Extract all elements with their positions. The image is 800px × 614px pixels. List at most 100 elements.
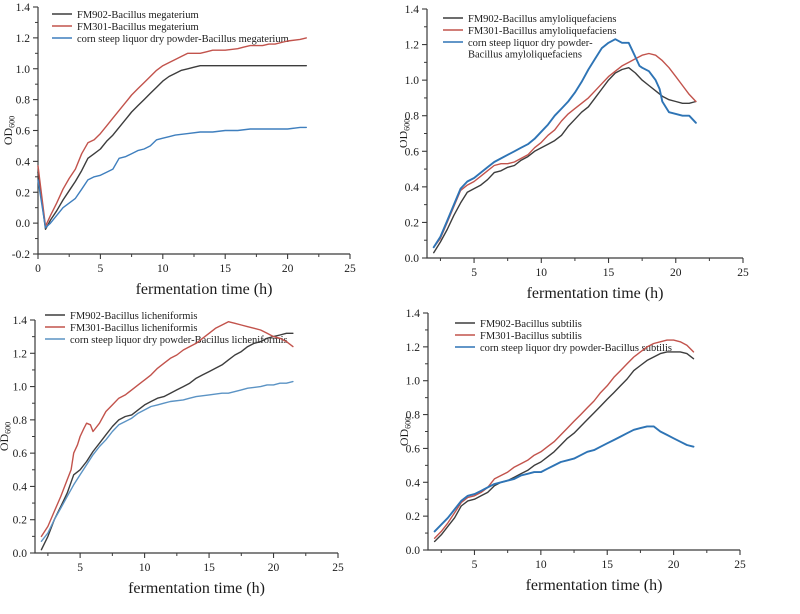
x-tick-label: 5: [77, 562, 83, 574]
series-line-1-bacillus-megaterium: [37, 64, 307, 231]
legend-item-1: FM902-Bacillus amyloliquefaciens: [443, 14, 616, 25]
legend-item-2: FM301-Bacillus amyloliquefaciens: [443, 26, 616, 37]
legend-label: FM902-Bacillus licheniformis: [70, 311, 197, 322]
y-tick-label: 0.2: [16, 187, 31, 199]
y-tick-label: 1.0: [13, 382, 28, 394]
chart-bacillus-subtilis: 5 10 15 20 25 0.0 0.2 0.4 0.6 0.8 1.0 1.2 1.4 ferment…: [400, 308, 746, 594]
y-tick-label: 1.4: [13, 315, 28, 327]
x-tick-label: 5: [471, 267, 477, 279]
y-axis-title: OD600: [400, 417, 413, 446]
y-axis-title: OD600: [1, 116, 17, 145]
legend-label: Bacillus amyloliquefaciens: [468, 50, 582, 61]
x-tick-label: 20: [668, 559, 680, 571]
legend-label: FM301-Bacillus megaterium: [77, 22, 199, 33]
y-axis-title: OD600: [0, 422, 13, 451]
legend-label: FM301-Bacillus licheniformis: [70, 323, 197, 334]
legend-item-1: FM902-Bacillus licheniformis: [45, 311, 197, 322]
y-tick-label: 0.4: [13, 481, 28, 493]
x-tick-label: 15: [603, 267, 615, 279]
chart-bacillus-amyloliquefaciens: 5 10 15 20 25 0.0 0.2 0.4 0.6 0.8 1.0 1.2 1.4 ferment…: [400, 4, 749, 302]
series-line-2-bacillus-subtilis: [433, 339, 695, 539]
x-tick-label: 5: [98, 263, 104, 275]
series-line-3-bacillus-subtilis: [433, 425, 695, 533]
y-tick-label: 0.0: [16, 218, 31, 230]
series-line-1-bacillus-subtilis: [433, 351, 695, 543]
y-tick-label: 0.2: [406, 511, 421, 523]
y-tick-label: 0.8: [16, 95, 31, 107]
x-tick-label: 25: [737, 267, 749, 279]
y-tick-label: 1.4: [406, 308, 421, 320]
x-axis-title: fermentation time (h): [136, 281, 273, 298]
y-axis-title: OD600: [400, 119, 412, 148]
y-tick-label: -0.2: [12, 249, 30, 261]
x-tick-label: 20: [282, 263, 294, 275]
y-tick-label: 0.2: [13, 515, 28, 527]
y-tick-label: 0.8: [13, 415, 28, 427]
legend-label: FM902-Bacillus megaterium: [77, 10, 199, 21]
y-tick-label: 1.2: [405, 40, 420, 52]
x-axis-title: fermentation time (h): [526, 577, 663, 594]
legend: FM902-Bacillus amyloliquefaciensFM301-Ba…: [443, 14, 616, 61]
y-tick-label: 1.4: [405, 4, 420, 16]
y-tick-label: 0.6: [13, 448, 28, 460]
legend-item-3: corn steep liquor dry powder-Bacillus li…: [45, 335, 288, 346]
y-tick-label: 1.2: [13, 348, 28, 360]
series-line-2-bacillus-amyloliquefaciens: [433, 52, 697, 249]
y-tick-label: 1.0: [405, 75, 420, 87]
x-tick-label: 10: [536, 267, 548, 279]
legend-label: corn steep liquor dry powder-Bacillus li…: [70, 335, 288, 346]
x-tick-label: 15: [203, 562, 215, 574]
legend-label: corn steep liquor dry powder-: [468, 38, 593, 49]
y-tick-label: 0.0: [13, 548, 28, 560]
legend-item-1: FM902-Bacillus megaterium: [52, 10, 199, 21]
y-tick-label: 0.8: [406, 410, 421, 422]
y-tick-label: 0.0: [406, 545, 421, 557]
legend-label: FM902-Bacillus subtilis: [480, 319, 582, 330]
series-line-2-bacillus-megaterium: [37, 37, 307, 227]
series-line-3-bacillus-amyloliquefaciens: [432, 38, 697, 249]
x-tick-label: 5: [472, 559, 478, 571]
y-tick-label: 1.4: [16, 2, 31, 14]
y-tick-label: 1.2: [406, 342, 421, 354]
x-axis-title: fermentation time (h): [527, 285, 664, 302]
series-line-3-bacillus-megaterium: [37, 126, 307, 229]
series-line-3-bacillus-licheniformis: [40, 380, 294, 543]
chart-bacillus-licheniformis: 5 10 15 20 25 0.0 0.2 0.4 0.6 0.8 1.0 1.2 1.4 ferment…: [0, 311, 344, 597]
legend-label: corn steep liquor dry powder-Bacillus me…: [77, 34, 289, 45]
y-tick-label: 0.4: [405, 182, 420, 194]
y-tick-label: 0.6: [16, 126, 31, 138]
x-tick-label: 25: [344, 263, 356, 275]
series-line-1-bacillus-amyloliquefaciens: [433, 66, 697, 254]
y-tick-label: 0.2: [405, 217, 420, 229]
x-tick-label: 15: [219, 263, 231, 275]
chart-bacillus-megaterium: 0 5 10 15 20 25 -0.2 0.0 0.2 0.4 0.6 0.8 1.0 1.2 1.4 fe…: [1, 2, 356, 298]
x-tick-label: 10: [157, 263, 169, 275]
legend-item-1: FM902-Bacillus subtilis: [455, 319, 582, 330]
y-tick-label: 0.0: [405, 253, 420, 265]
x-tick-label: 20: [670, 267, 682, 279]
x-tick-label: 25: [332, 562, 344, 574]
y-tick-label: 1.2: [16, 33, 31, 45]
legend-item-3: corn steep liquor dry powder-Bacillus me…: [52, 34, 289, 45]
y-tick-label: 0.6: [406, 443, 421, 455]
legend: FM902-Bacillus megateriumFM301-Bacillus …: [52, 10, 289, 45]
legend: FM902-Bacillus licheniformisFM301-Bacill…: [45, 311, 288, 346]
legend-item-2: FM301-Bacillus megaterium: [52, 22, 199, 33]
legend-item-3: corn steep liquor dry powder-Bacillus su…: [455, 343, 672, 354]
x-tick-label: 10: [139, 562, 151, 574]
y-tick-label: 0.8: [405, 111, 420, 123]
legend-item-3: corn steep liquor dry powder-Bacillus am…: [443, 38, 593, 61]
legend-label: FM301-Bacillus amyloliquefaciens: [468, 26, 616, 37]
y-tick-label: 0.6: [405, 146, 420, 158]
y-tick-label: 1.0: [406, 376, 421, 388]
x-tick-label: 0: [35, 263, 41, 275]
y-tick-label: 0.4: [16, 156, 31, 168]
legend-item-2: FM301-Bacillus licheniformis: [45, 323, 197, 334]
x-tick-label: 25: [734, 559, 746, 571]
legend-label: FM902-Bacillus amyloliquefaciens: [468, 14, 616, 25]
y-tick-label: 1.0: [16, 64, 31, 76]
legend-label: FM301-Bacillus subtilis: [480, 331, 582, 342]
legend-item-2: FM301-Bacillus subtilis: [455, 331, 582, 342]
